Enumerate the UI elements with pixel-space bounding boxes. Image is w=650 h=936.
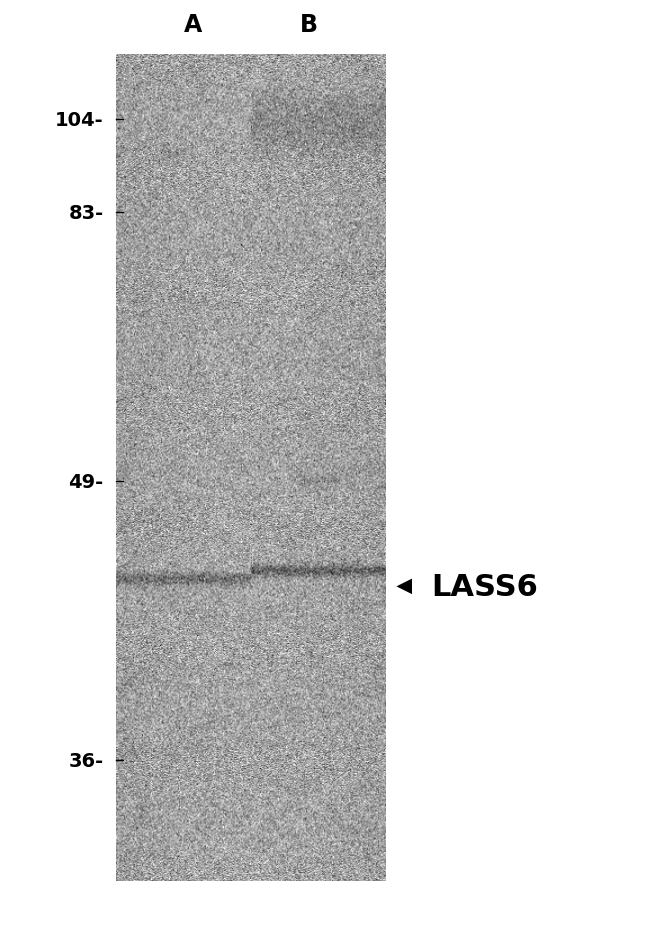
Text: 36-: 36- xyxy=(68,751,103,769)
Text: 104-: 104- xyxy=(55,110,103,129)
Text: 83-: 83- xyxy=(68,203,103,223)
Text: LASS6: LASS6 xyxy=(431,572,538,601)
Text: A: A xyxy=(185,13,203,37)
Text: 49-: 49- xyxy=(68,473,103,491)
Text: B: B xyxy=(300,13,318,37)
